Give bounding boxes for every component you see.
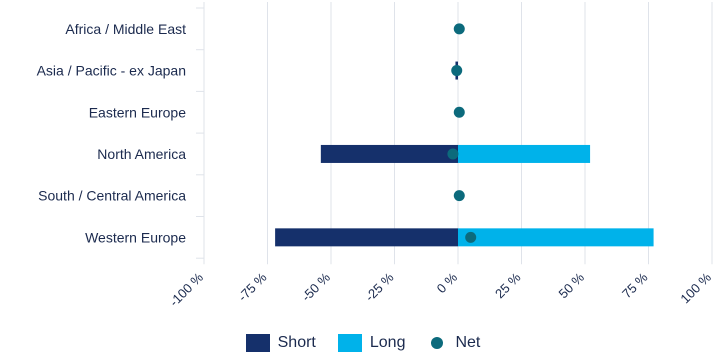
legend-label-net: Net [455,334,481,351]
x-tick-label-1: -75 % [235,269,270,304]
legend-swatch-net [431,337,444,349]
point-net-2 [453,106,465,118]
point-net-1 [451,65,463,77]
gridlines [196,2,713,265]
x-tick-label-4: 0 % [434,269,461,296]
x-tick-label-2: -50 % [298,269,333,304]
x-tick-label-7: 75 % [619,269,651,301]
legend-item-net: Net [427,334,480,352]
net-markers [447,23,477,243]
point-net-0 [453,23,465,35]
bar-long-5 [458,228,654,247]
legend-swatch-short [245,334,270,352]
bar-marks [275,61,654,247]
legend-item-short: Short [245,334,316,352]
point-net-3 [447,148,459,160]
chart-area: Africa / Middle East Asia / Pacific - ex … [37,2,714,309]
point-net-5 [465,231,477,243]
category-label-5: Western Europe [85,229,186,245]
legend: Short Long Net [0,332,726,354]
x-tick-label-8: 100 % [677,269,714,306]
bar-short-5 [275,228,458,247]
category-label-3: North America [97,146,186,162]
legend-label-long: Long [369,334,406,351]
category-label-4: South / Central America [38,188,186,204]
x-tick-label-3: -25 % [362,269,397,304]
point-net-4 [453,190,465,202]
x-tick-label-6: 50 % [556,269,588,301]
category-label-0: Africa / Middle East [65,21,186,37]
x-tick-labels: -100 % -75 % -50 % -25 % 0 % 25 % 50 % 75 % 100 … [166,269,714,309]
category-labels: Africa / Middle East Asia / Pacific - ex … [37,21,187,246]
category-label-1: Asia / Pacific - ex Japan [37,63,186,79]
bar-long-3 [458,144,591,163]
category-label-2: Eastern Europe [89,104,186,120]
legend-label-short: Short [277,334,316,351]
bar-short-3 [320,144,458,163]
x-tick-label-5: 25 % [492,269,524,301]
x-tick-label-0: -100 % [166,269,206,309]
legend-swatch-long [337,334,362,352]
legend-item-long: Long [337,334,406,352]
